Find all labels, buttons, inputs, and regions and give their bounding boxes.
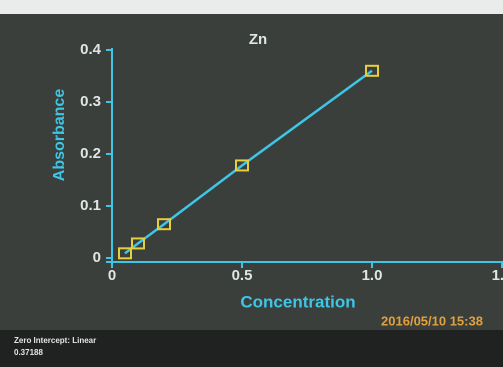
y-tick-label: 0 (93, 249, 101, 266)
x-tick-label: 0 (108, 267, 116, 284)
footer-text: Zero Intercept: Linear (14, 336, 96, 345)
chart: Zn Concentration Absorbance 2016/05/10 1… (0, 0, 503, 367)
x-tick-label: 1.5 (492, 267, 503, 284)
y-axis-label: Absorbance (51, 89, 68, 182)
y-tick-label: 0.4 (80, 41, 102, 58)
y-tick-label: 0.2 (80, 145, 101, 162)
x-axis-label: Concentration (240, 292, 355, 311)
timestamp: 2016/05/10 15:38 (381, 313, 483, 328)
x-tick-label: 1.0 (362, 267, 383, 284)
top-strip (0, 0, 503, 14)
y-tick-label: 0.3 (80, 93, 101, 110)
screen (0, 0, 503, 367)
page: {"chart_data": {"type": "line", "title":… (0, 0, 503, 367)
footer-text: 0.37188 (14, 348, 43, 357)
x-tick-label: 0.5 (232, 267, 253, 284)
chart-title: Zn (249, 31, 267, 48)
y-tick-label: 0.1 (80, 197, 101, 214)
